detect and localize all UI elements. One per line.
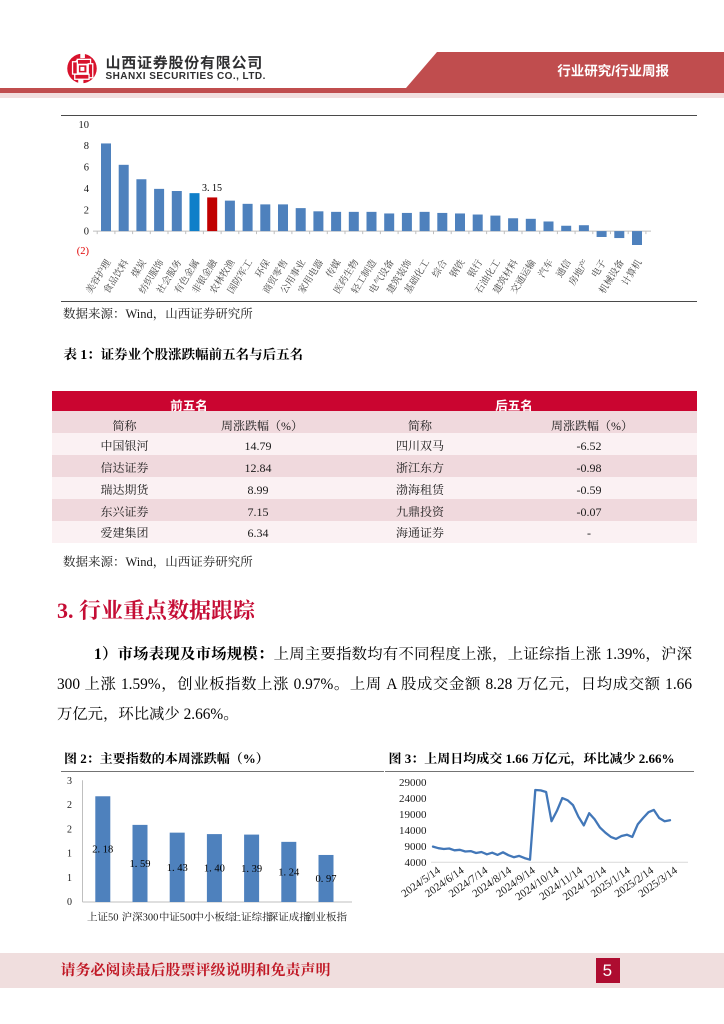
svg-text:行业研究/行业周报: 行业研究/行业周报 bbox=[557, 64, 669, 79]
svg-text:汽车: 汽车 bbox=[537, 257, 557, 279]
svg-text:1: 1 bbox=[67, 849, 72, 860]
svg-text:创业板指: 创业板指 bbox=[305, 912, 347, 924]
svg-text:2. 18: 2. 18 bbox=[92, 845, 113, 856]
svg-text:8: 8 bbox=[84, 141, 89, 152]
svg-text:19000: 19000 bbox=[399, 809, 427, 821]
svg-text:0: 0 bbox=[84, 227, 89, 238]
svg-text:2: 2 bbox=[67, 824, 72, 835]
svg-text:4: 4 bbox=[84, 184, 90, 195]
svg-text:上证50: 上证50 bbox=[87, 912, 119, 924]
svg-text:2024/9/14: 2024/9/14 bbox=[494, 864, 538, 900]
svg-text:0. 97: 0. 97 bbox=[316, 874, 337, 885]
svg-text:4000: 4000 bbox=[405, 857, 428, 869]
svg-text:2024/11/14: 2024/11/14 bbox=[537, 864, 585, 903]
svg-text:1. 24: 1. 24 bbox=[278, 867, 300, 878]
svg-text:2024/10/14: 2024/10/14 bbox=[513, 864, 561, 903]
svg-text:2: 2 bbox=[84, 205, 89, 216]
svg-text:2025/3/14: 2025/3/14 bbox=[636, 864, 680, 900]
svg-text:2025/1/14: 2025/1/14 bbox=[589, 864, 633, 900]
svg-text:2024/6/14: 2024/6/14 bbox=[423, 864, 467, 900]
svg-text:2024/8/14: 2024/8/14 bbox=[470, 864, 514, 900]
svg-text:1. 40: 1. 40 bbox=[204, 864, 225, 875]
svg-text:2024/7/14: 2024/7/14 bbox=[447, 864, 491, 900]
svg-text:中小板综: 中小板综 bbox=[193, 912, 235, 924]
svg-text:钢铁: 钢铁 bbox=[448, 257, 468, 279]
svg-text:10: 10 bbox=[79, 120, 90, 131]
svg-text:(2): (2) bbox=[77, 246, 90, 257]
svg-text:深证成指: 深证成指 bbox=[268, 912, 310, 924]
svg-text:沪深300: 沪深300 bbox=[122, 912, 159, 924]
svg-text:中证500: 中证500 bbox=[159, 912, 196, 924]
svg-text:2025/2/14: 2025/2/14 bbox=[613, 864, 657, 900]
svg-text:29000: 29000 bbox=[399, 777, 427, 789]
svg-text:2024/5/14: 2024/5/14 bbox=[399, 864, 443, 900]
svg-text:综合: 综合 bbox=[430, 257, 451, 280]
svg-text:9000: 9000 bbox=[405, 841, 428, 853]
svg-text:14000: 14000 bbox=[399, 825, 427, 837]
svg-text:24000: 24000 bbox=[399, 793, 427, 805]
svg-text:2024/12/14: 2024/12/14 bbox=[561, 864, 609, 903]
svg-text:3. 15: 3. 15 bbox=[202, 183, 222, 194]
svg-text:0: 0 bbox=[67, 897, 72, 908]
svg-text:1. 39: 1. 39 bbox=[241, 864, 262, 875]
svg-text:1: 1 bbox=[67, 873, 72, 884]
svg-text:3: 3 bbox=[67, 776, 72, 787]
svg-text:2: 2 bbox=[67, 800, 72, 811]
svg-text:1. 43: 1. 43 bbox=[167, 863, 188, 874]
svg-text:1. 59: 1. 59 bbox=[130, 859, 151, 870]
svg-text:6: 6 bbox=[84, 163, 89, 174]
svg-text:上证综指: 上证综指 bbox=[231, 912, 273, 924]
